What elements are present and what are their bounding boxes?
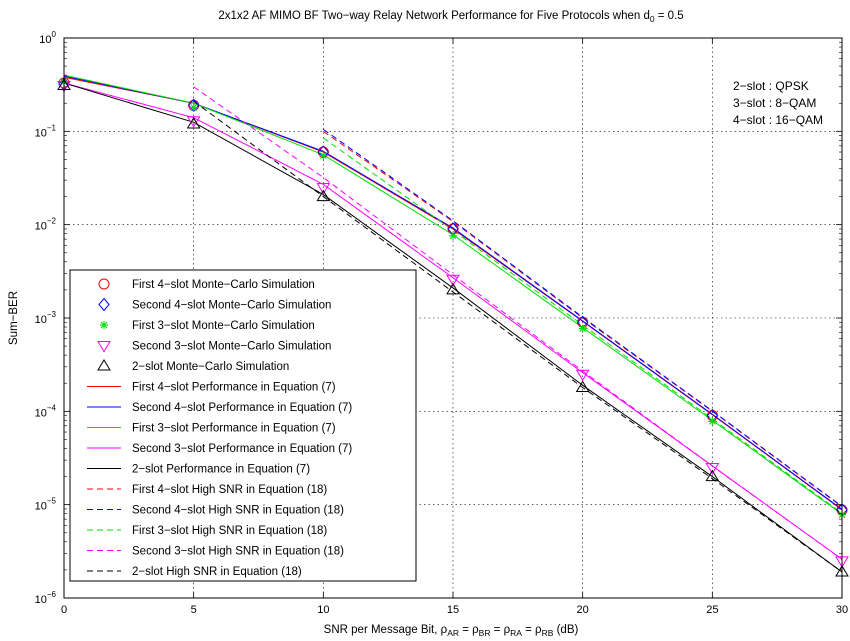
series-5-point [575,380,590,393]
legend-label: Second 3−slot Monte−Carlo Simulation [132,341,331,353]
x-axis-label: SNR per Message Bit, ρAR = ρBR = ρRA = ρ… [324,624,579,638]
x-tick-label: 10 [317,604,329,616]
series-15-line [193,100,842,573]
series-4-point [575,369,590,382]
legend-item: First 4−slot Performance in Equation (7) [87,382,336,394]
x-tick-label: 0 [61,604,67,616]
legend-marker [98,297,110,312]
legend-label: Second 4−slot Monte−Carlo Simulation [132,300,331,312]
series-3-point [449,231,457,240]
series-4-point [186,116,201,128]
x-tick-label: 15 [447,604,459,616]
x-tick-label: 25 [706,604,718,616]
series-3-point-stroke [190,104,198,111]
legend-item: 2−slot Performance in Equation (7) [87,464,310,476]
series-3-point [189,103,198,112]
series-3-point-stroke [319,152,327,159]
x-tick-label: 20 [577,604,589,616]
legend-label: First 3−slot Monte−Carlo Simulation [132,320,315,332]
series-5-point [446,282,460,295]
y-tick-label: 10−3 [35,310,57,326]
legend-label: Second 4−slot High SNR in Equation (18) [132,505,344,517]
series-3-point-stroke [579,325,587,332]
x-tick-label: 5 [191,604,197,616]
legend-item: First 3−slot High SNR in Equation (18) [87,525,327,537]
legend-marker-stroke [100,321,108,329]
tick-marks [63,37,843,599]
x-tick-label: 30 [836,604,848,616]
annotation-text: 3−slot : 8−QAM [733,96,816,110]
legend-label: First 4−slot Monte−Carlo Simulation [132,279,315,291]
axis-tick-labels: 0 5 10 15 20 25 30 100 10−1 10−2 10−3 10−4 10−5 10−6 [35,30,849,616]
legend-marker [97,359,111,371]
legend-item: Second 4−slot High SNR in Equation (18) [87,505,344,517]
legend-item: Second 3−slot High SNR in Equation (18) [87,546,344,558]
series-4-point [446,274,460,287]
legend-item: First 4−slot High SNR in Equation (18) [87,484,327,496]
series-3-point [578,324,587,333]
y-tick-label: 10−6 [35,590,57,606]
y-axis-label: Sum−BER [8,291,20,345]
legend-item: First 3−slot Performance in Equation (7) [87,423,336,435]
legend-item: First 4−slot Monte−Carlo Simulation [98,278,315,291]
legend-label: Second 3−slot High SNR in Equation (18) [132,546,344,558]
legend-item: Second 4−slot Performance in Equation (7… [87,402,352,414]
y-tick-label: 10−4 [35,403,57,419]
series-3-point [708,417,717,426]
series-10-line [64,82,842,573]
legend-label: Second 4−slot Performance in Equation (7… [132,402,352,414]
series-3-point-stroke [449,232,457,240]
series-4-point [705,463,720,475]
legend-item: 2−slot High SNR in Equation (18) [87,566,302,578]
annotation-text: 4−slot : 16−QAM [733,113,823,127]
legend-label: First 4−slot Performance in Equation (7) [132,382,336,394]
legend-item: First 3−slot Monte−Carlo Simulation [100,320,315,332]
series-5-point [316,189,331,202]
series-5-point [186,116,201,129]
legend-label: 2−slot Performance in Equation (7) [132,464,310,476]
y-tick-label: 100 [39,30,56,46]
series-5-point [705,469,720,482]
annotation-text: 2−slot : QPSK [733,79,809,93]
legend-item: Second 3−slot Performance in Equation (7… [87,443,352,455]
y-tick-label: 10−5 [35,497,57,513]
legend-box [69,269,417,582]
chart-title: 2x1x2 AF MIMO BF Two−way Relay Network P… [218,10,683,24]
legend: First 4−slot Monte−Carlo Simulation Secon… [69,269,417,582]
marker-layer [57,77,849,577]
series-3-point [319,151,328,160]
series-13-line [323,137,842,514]
series-3-point-stroke [708,418,716,425]
legend-label: First 3−slot Performance in Equation (7) [132,423,336,435]
series-4-point [316,183,331,195]
y-tick-label: 10−1 [35,123,57,139]
y-tick-label: 10−2 [35,217,57,233]
legend-label: 2−slot Monte−Carlo Simulation [132,361,289,373]
legend-item: 2−slot Monte−Carlo Simulation [97,359,289,373]
legend-item: Second 4−slot Monte−Carlo Simulation [98,297,331,312]
legend-label: First 3−slot High SNR in Equation (18) [132,525,327,537]
series-14-line [193,86,842,560]
legend-marker [97,341,111,353]
legend-marker [98,278,110,290]
legend-items: First 4−slot Monte−Carlo Simulation Secon… [87,278,352,578]
modulation-annotations: 2−slot : QPSK 3−slot : 8−QAM 4−slot : 16−Q… [733,79,823,127]
legend-label: First 4−slot High SNR in Equation (18) [132,484,327,496]
legend-marker [100,321,108,329]
legend-label: Second 3−slot Performance in Equation (7… [132,443,352,455]
legend-label: 2−slot High SNR in Equation (18) [132,566,302,578]
legend-item: Second 3−slot Monte−Carlo Simulation [97,341,331,353]
